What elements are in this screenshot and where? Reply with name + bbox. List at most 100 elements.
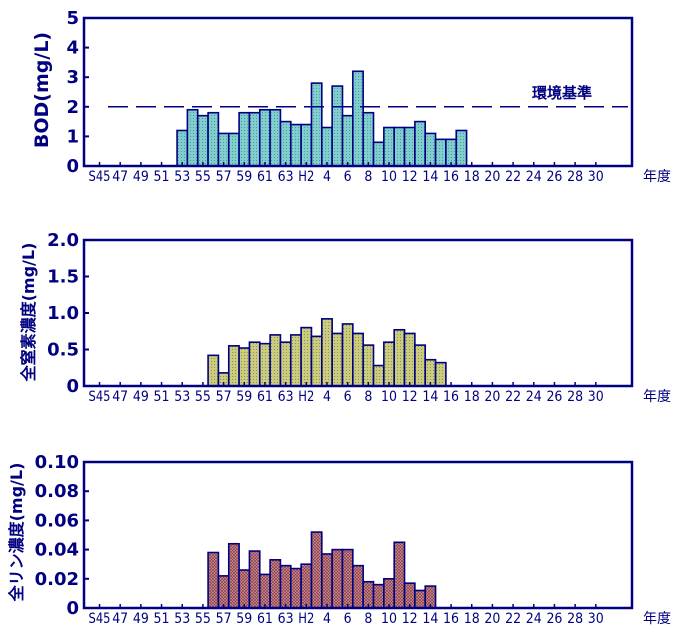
y-tick-label: 3 <box>66 67 79 88</box>
bar <box>331 548 344 609</box>
bar <box>186 108 199 167</box>
bar <box>352 70 364 167</box>
bar <box>352 564 364 609</box>
x-tick-label: S45 <box>89 169 111 185</box>
bar <box>248 111 261 167</box>
bar <box>238 347 251 387</box>
x-axis-title: 年度 <box>643 389 671 405</box>
bar <box>300 123 313 167</box>
y-tick-label: 0 <box>66 376 79 397</box>
bar <box>414 589 427 609</box>
bar <box>207 111 220 167</box>
x-tick-label: 51 <box>154 169 170 185</box>
x-tick-label: 47 <box>112 169 128 185</box>
x-tick-label: 18 <box>464 611 480 627</box>
x-tick-label: 8 <box>364 169 372 185</box>
bar <box>414 120 427 167</box>
y-tick-label: 4 <box>66 38 79 59</box>
x-tick-label: H2 <box>298 611 314 627</box>
bar <box>362 111 375 167</box>
x-tick-label: 57 <box>216 611 232 627</box>
x-tick-label: 63 <box>278 389 294 405</box>
x-tick-label: 30 <box>588 611 604 627</box>
x-tick-label: 59 <box>236 389 252 405</box>
bar <box>403 332 416 387</box>
bar <box>269 559 282 609</box>
plot-frame <box>82 16 634 168</box>
x-tick-label: 61 <box>257 169 273 185</box>
x-tick-label: 4 <box>323 169 331 185</box>
x-tick-label: 57 <box>216 389 232 405</box>
x-tick-label: 63 <box>278 611 294 627</box>
x-tick-label: 57 <box>216 169 232 185</box>
bar <box>310 82 323 167</box>
y-axis-title: 全リン濃度(mg/L) <box>7 463 26 603</box>
x-tick-label: 51 <box>154 611 170 627</box>
x-tick-label: 61 <box>257 389 273 405</box>
x-tick-label: 16 <box>443 389 459 405</box>
x-tick-label: 6 <box>344 611 352 627</box>
x-tick-label: 55 <box>195 389 211 405</box>
x-tick-label: 28 <box>567 389 583 405</box>
bar <box>248 341 261 387</box>
bar <box>372 141 385 167</box>
bar <box>352 332 364 387</box>
x-tick-label: 18 <box>464 389 480 405</box>
x-tick-label: 14 <box>422 169 438 185</box>
x-tick-label: 30 <box>588 389 604 405</box>
x-tick-label: 51 <box>154 389 170 405</box>
x-tick-label: 59 <box>236 169 252 185</box>
bar <box>310 531 323 609</box>
bar <box>207 354 220 387</box>
y-axis-title: BOD(mg/L) <box>31 32 53 148</box>
y-tick-label: 0 <box>66 156 79 177</box>
x-tick-label: 49 <box>133 389 149 405</box>
bar <box>331 85 344 167</box>
x-tick-label: 55 <box>195 169 211 185</box>
y-tick-label: 2.0 <box>47 230 79 251</box>
x-tick-label: 6 <box>344 169 352 185</box>
y-tick-label: 0.10 <box>35 452 79 473</box>
y-tick-label: 0.02 <box>35 569 79 590</box>
bar <box>321 553 333 609</box>
y-tick-label: 1.5 <box>47 267 79 288</box>
bar <box>258 342 271 387</box>
y-tick-label: 0 <box>66 598 79 619</box>
bar <box>258 573 271 609</box>
x-tick-label: 28 <box>567 169 583 185</box>
x-tick-label: 53 <box>174 611 190 627</box>
bar <box>331 332 344 387</box>
y-tick-label: 0.5 <box>47 340 79 361</box>
y-tick-label: 5 <box>66 8 79 29</box>
x-tick-label: 12 <box>402 611 418 627</box>
x-tick-label: 16 <box>443 169 459 185</box>
x-tick-label: 47 <box>112 389 128 405</box>
bar <box>289 334 302 387</box>
bar <box>341 114 354 167</box>
y-axis-title: 全窒素濃度(mg/L) <box>19 243 38 383</box>
bar <box>238 111 251 167</box>
bar <box>176 129 189 167</box>
x-tick-label: 18 <box>464 169 480 185</box>
x-tick-label: 10 <box>381 389 397 405</box>
y-tick-label: 1 <box>66 126 79 147</box>
x-tick-label: 26 <box>546 169 562 185</box>
x-tick-label: 10 <box>381 611 397 627</box>
x-tick-label: 22 <box>505 611 521 627</box>
y-tick-label: 0.06 <box>35 510 79 531</box>
bar <box>269 334 282 387</box>
x-tick-label: 24 <box>526 169 542 185</box>
x-tick-label: 26 <box>546 389 562 405</box>
x-tick-label: 30 <box>588 169 604 185</box>
bar <box>434 138 447 167</box>
x-tick-label: 47 <box>112 611 128 627</box>
bar <box>227 542 240 609</box>
y-tick-label: 2 <box>66 97 79 118</box>
x-tick-label: H2 <box>298 389 314 405</box>
x-tick-label: 6 <box>344 389 352 405</box>
bar <box>289 123 302 167</box>
bar <box>393 126 406 167</box>
